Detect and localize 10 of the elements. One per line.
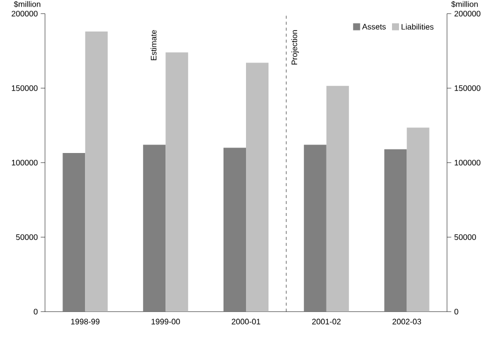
bar bbox=[166, 52, 188, 312]
bar bbox=[223, 148, 246, 312]
bar bbox=[62, 153, 86, 312]
bar bbox=[326, 86, 349, 312]
bar bbox=[246, 62, 269, 312]
bar bbox=[406, 128, 430, 312]
bar bbox=[384, 149, 407, 312]
bar bbox=[304, 144, 326, 312]
bar bbox=[85, 32, 108, 312]
bar bbox=[143, 144, 166, 312]
